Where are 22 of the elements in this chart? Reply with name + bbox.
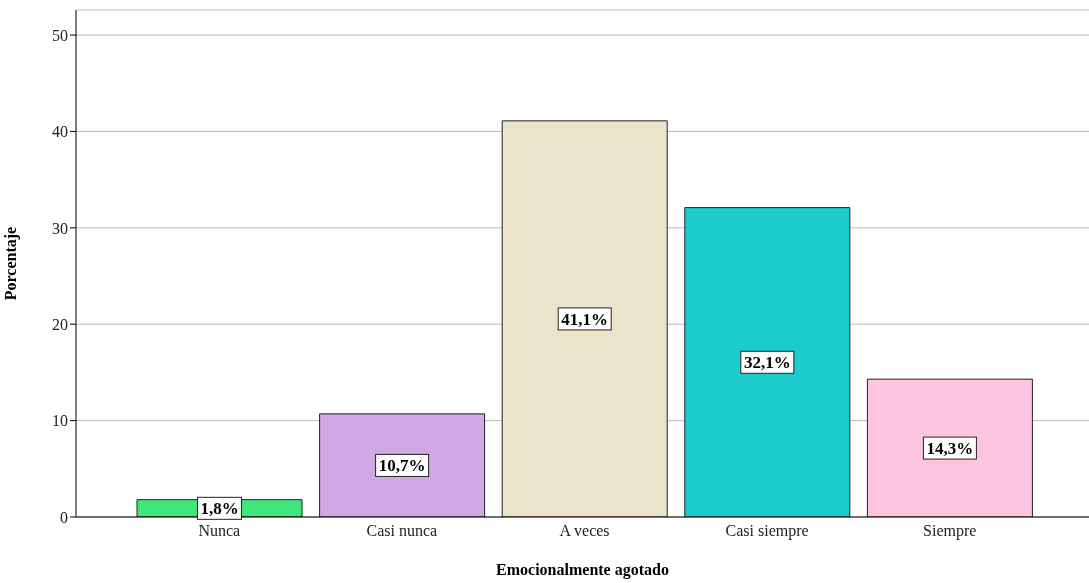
y-tick-label: 50 xyxy=(52,26,68,44)
y-tick-label: 30 xyxy=(52,219,68,237)
data-label: 32,1% xyxy=(743,353,791,373)
y-axis-title: Porcentaje xyxy=(1,226,20,301)
bar xyxy=(501,120,668,517)
bar xyxy=(684,207,851,517)
y-tick-label: 40 xyxy=(52,123,68,141)
bar xyxy=(319,413,486,517)
bar xyxy=(866,378,1033,517)
y-tick-label: 20 xyxy=(52,315,68,333)
data-label: 1,8% xyxy=(200,499,239,519)
x-tick-label: A veces xyxy=(559,522,610,540)
data-label: 10,7% xyxy=(378,456,426,476)
y-tick-label: 0 xyxy=(60,508,68,526)
data-label: 14,3% xyxy=(926,439,974,459)
x-tick-label: Nunca xyxy=(198,522,241,540)
x-tick-label: Casi siempre xyxy=(725,522,809,541)
y-tick-label: 10 xyxy=(52,412,68,430)
x-tick-label: Casi nunca xyxy=(366,522,438,540)
x-tick-label: Siempre xyxy=(923,522,977,541)
data-label: 41,1% xyxy=(561,309,609,329)
x-axis-title: Emocionalmente agotado xyxy=(496,561,669,579)
